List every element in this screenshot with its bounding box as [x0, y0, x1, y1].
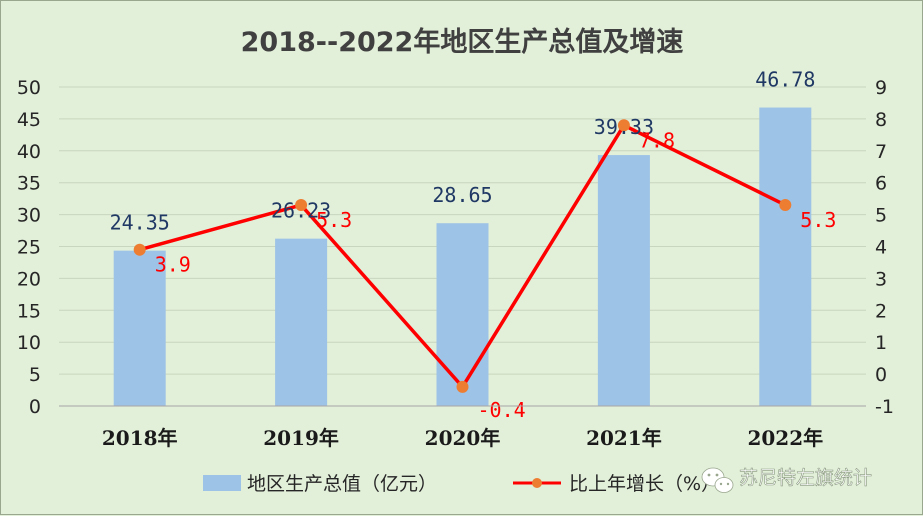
right-axis-tick: 3	[875, 268, 887, 290]
bar-data-label: 26.23	[271, 199, 331, 223]
bar	[759, 107, 812, 406]
bars	[113, 107, 812, 406]
left-axis-tick: 5	[29, 364, 41, 386]
bar-data-label: 28.65	[432, 183, 492, 207]
left-axis-tick: 40	[17, 141, 41, 163]
legend-bar-swatch	[203, 475, 241, 491]
right-axis-tick: 6	[875, 173, 887, 195]
growth-data-label: -0.4	[478, 398, 526, 422]
growth-point	[617, 119, 630, 132]
category-label: 2020年	[425, 426, 501, 450]
bar	[275, 238, 328, 406]
legend-line-marker	[532, 478, 542, 488]
legend: 地区生产总值（亿元） 比上年增长（%）	[203, 473, 720, 495]
bar	[597, 155, 650, 406]
growth-data-label: 5.3	[316, 208, 352, 232]
data-labels: 24.35 26.23 28.65 39.33 46.78 3.9 5.3 -0.4 7.8 5.…	[110, 68, 837, 422]
category-label: 2021年	[586, 426, 662, 450]
left-axis-tick: 35	[17, 173, 41, 195]
bar	[113, 250, 166, 406]
category-label: 2019年	[263, 426, 339, 450]
bar-data-label: 24.35	[110, 211, 170, 235]
left-axis-tick: 20	[17, 268, 41, 290]
legend-line-label: 比上年增长（%）	[569, 473, 720, 495]
legend-bar-label: 地区生产总值（亿元）	[247, 473, 437, 495]
left-axis-tick: 45	[17, 109, 41, 131]
right-axis-tick: 9	[875, 77, 887, 99]
category-label: 2018年	[102, 426, 178, 450]
right-axis-tick: 1	[875, 332, 887, 354]
right-axis-tick: 7	[875, 141, 887, 163]
growth-data-label: 3.9	[155, 253, 191, 277]
growth-point	[779, 199, 792, 212]
left-axis-tick: 0	[29, 396, 41, 418]
growth-point	[456, 380, 469, 393]
bar	[436, 223, 489, 406]
watermark: 苏尼特左旗统计	[701, 467, 872, 493]
growth-point	[133, 243, 146, 256]
right-axis-tick: 5	[875, 205, 887, 227]
chart-title: 2018--2022年地区生产总值及增速	[241, 26, 684, 58]
left-axis-tick: 50	[17, 77, 41, 99]
left-axis-tick: 15	[17, 300, 41, 322]
watermark-text: 苏尼特左旗统计	[739, 467, 872, 489]
growth-point	[295, 199, 308, 212]
left-axis-tick: 30	[17, 205, 41, 227]
right-axis-tick: 2	[875, 300, 887, 322]
right-axis-tick: 8	[875, 109, 887, 131]
bar-data-label: 46.78	[755, 68, 815, 92]
right-axis-tick: -1	[875, 396, 894, 418]
growth-data-label: 7.8	[639, 128, 675, 152]
growth-line	[133, 119, 792, 393]
right-axis-tick: 0	[875, 364, 887, 386]
right-axis-tick: 4	[875, 237, 887, 259]
category-label: 2022年	[747, 426, 823, 450]
growth-data-label: 5.3	[800, 208, 836, 232]
left-axis-tick: 25	[17, 237, 41, 259]
bar-data-label: 39.33	[594, 115, 654, 139]
wechat-icon	[701, 467, 734, 493]
left-axis-tick: 10	[17, 332, 41, 354]
